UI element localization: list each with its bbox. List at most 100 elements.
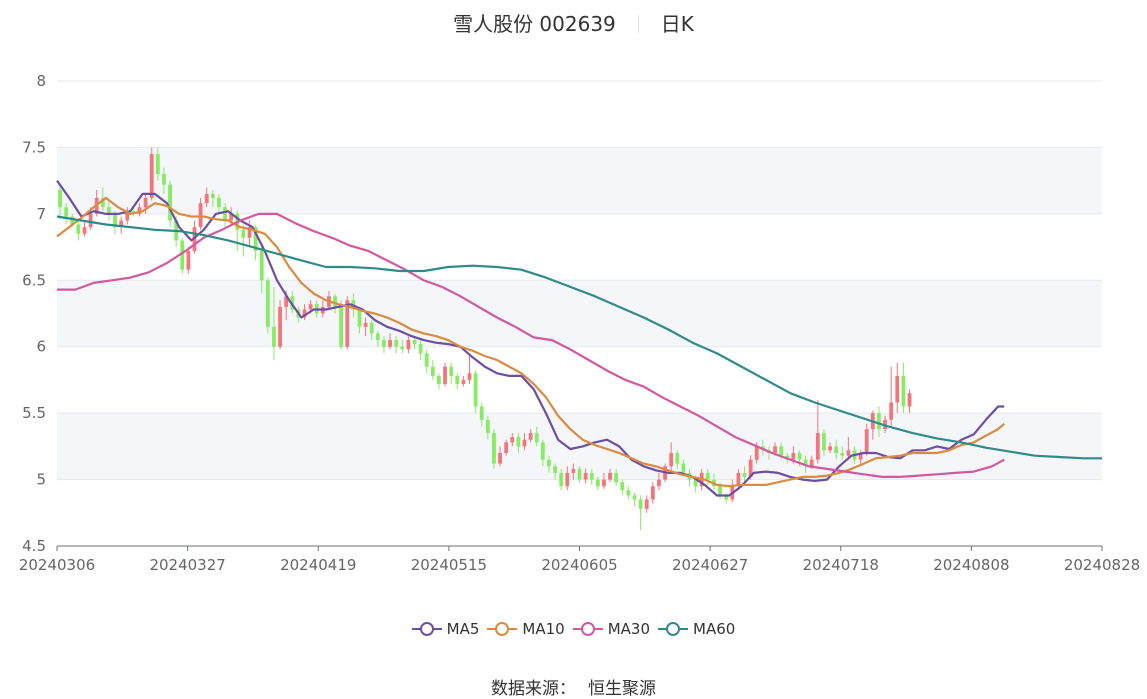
candle-body (70, 216, 75, 225)
candle-body (186, 251, 191, 270)
legend-item-ma60[interactable]: MA60 (658, 620, 735, 638)
candle-body (895, 375, 900, 403)
candle-body (253, 227, 258, 252)
candle-body (143, 197, 148, 208)
candle-body (467, 373, 472, 380)
candle-body (858, 453, 863, 460)
candle-body (76, 224, 81, 234)
candle-body (272, 326, 276, 347)
candle-body (559, 472, 564, 487)
candle-body (375, 333, 380, 341)
candle-body (412, 340, 417, 345)
candle-body (168, 184, 172, 221)
candle-body (705, 472, 710, 480)
candle-body (259, 251, 264, 281)
title-separator (637, 15, 639, 33)
candle-body (657, 479, 661, 487)
candle-body (58, 189, 62, 208)
x-tick-label: 20240419 (280, 556, 356, 574)
candlestick-chart: 4.5 5 5.5 6 6.5 7 7.5 8 20240306 20240327 20240419… (19, 72, 1140, 574)
candle-body (907, 393, 912, 407)
x-tick-label: 20240627 (672, 556, 748, 574)
candle-body (620, 482, 625, 491)
candle-body (113, 213, 117, 228)
candle-body (498, 453, 502, 464)
candle-body (791, 453, 796, 460)
stock-name: 雪人股份 002639 (453, 12, 616, 36)
ma-line-ma30 (57, 212, 1005, 478)
y-tick-label: 6 (36, 338, 46, 356)
candle-body (400, 346, 405, 350)
candle-body (119, 220, 124, 228)
source-value: 恒生聚源 (588, 679, 656, 699)
ma-line-ma10 (56, 196, 1005, 488)
candle-body (180, 240, 185, 270)
candle-body (455, 375, 460, 384)
candle-body (846, 450, 851, 456)
candle-body (608, 472, 612, 480)
candle-body (522, 439, 527, 447)
candle-body (547, 459, 551, 467)
source-label: 数据来源： (491, 679, 576, 699)
legend-item-ma30[interactable]: MA30 (572, 620, 651, 638)
period-label: 日K (660, 12, 694, 36)
ma-line-ma60 (56, 215, 1102, 460)
candle-body (357, 309, 362, 327)
legend-marker-icon (411, 622, 442, 636)
candle-body (736, 472, 741, 487)
legend-label: MA30 (607, 620, 651, 638)
x-tick-label: 20240306 (19, 556, 95, 574)
candle-body (779, 446, 784, 456)
candle-body (803, 459, 808, 467)
candle-body (602, 479, 606, 487)
candle-body (302, 309, 307, 318)
candle-body (241, 229, 246, 238)
x-tick-label: 20240515 (411, 556, 487, 574)
candle-body (461, 379, 466, 384)
candle-body (693, 479, 698, 487)
candle-body (540, 442, 545, 460)
x-tick-label: 20240808 (933, 556, 1009, 574)
legend-item-ma5[interactable]: MA5 (411, 620, 479, 638)
candle-body (724, 495, 729, 500)
candle-body (418, 344, 423, 354)
candle-body (198, 203, 203, 228)
candle-body (492, 433, 496, 464)
candle-body (430, 366, 435, 376)
candle-body (125, 211, 130, 221)
y-tick-label: 7.5 (22, 138, 46, 156)
legend-marker-icon (572, 622, 603, 636)
candle-body (626, 490, 631, 496)
candle-body (406, 340, 411, 350)
candle-body (149, 154, 154, 198)
candle-body (64, 207, 69, 217)
candle-body (571, 468, 576, 473)
candle-body (223, 207, 227, 221)
candle-body (669, 453, 674, 467)
candle-body (369, 322, 374, 334)
candle-body (901, 375, 906, 407)
candle-body (394, 340, 399, 347)
candle-body (614, 472, 619, 483)
grid-band (57, 147, 1102, 214)
candle-body (210, 193, 215, 198)
candle-body (748, 459, 753, 477)
candle-body (217, 197, 221, 208)
candle-body (504, 442, 509, 453)
candle-body (650, 486, 655, 500)
candle-body (822, 433, 826, 451)
candle-body (82, 227, 87, 234)
x-tick-label: 20240605 (541, 556, 617, 574)
candle-body (137, 207, 142, 214)
legend-item-ma10[interactable]: MA10 (487, 620, 565, 638)
candle-body (107, 207, 111, 214)
candle-body (773, 446, 777, 453)
candle-body (284, 296, 289, 307)
candle-body (583, 472, 588, 480)
candle-body (162, 174, 166, 185)
candle-body (754, 446, 759, 460)
data-source: 数据来源： 恒生聚源 (0, 674, 1147, 699)
candle-body (675, 453, 680, 464)
y-tick-label: 4.5 (22, 537, 46, 555)
y-tick-label: 6.5 (22, 271, 46, 289)
